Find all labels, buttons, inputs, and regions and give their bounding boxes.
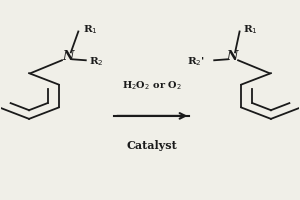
Text: R$_2$: R$_2$ [89,55,104,68]
Text: H$_2$O$_2$ or O$_2$: H$_2$O$_2$ or O$_2$ [122,79,182,92]
Text: R$_2$': R$_2$' [187,55,205,68]
Text: N: N [62,50,74,63]
Text: N: N [226,50,238,63]
Text: Catalyst: Catalyst [126,140,177,151]
Text: R$_1$: R$_1$ [83,23,98,36]
Text: R$_1$: R$_1$ [243,23,257,36]
